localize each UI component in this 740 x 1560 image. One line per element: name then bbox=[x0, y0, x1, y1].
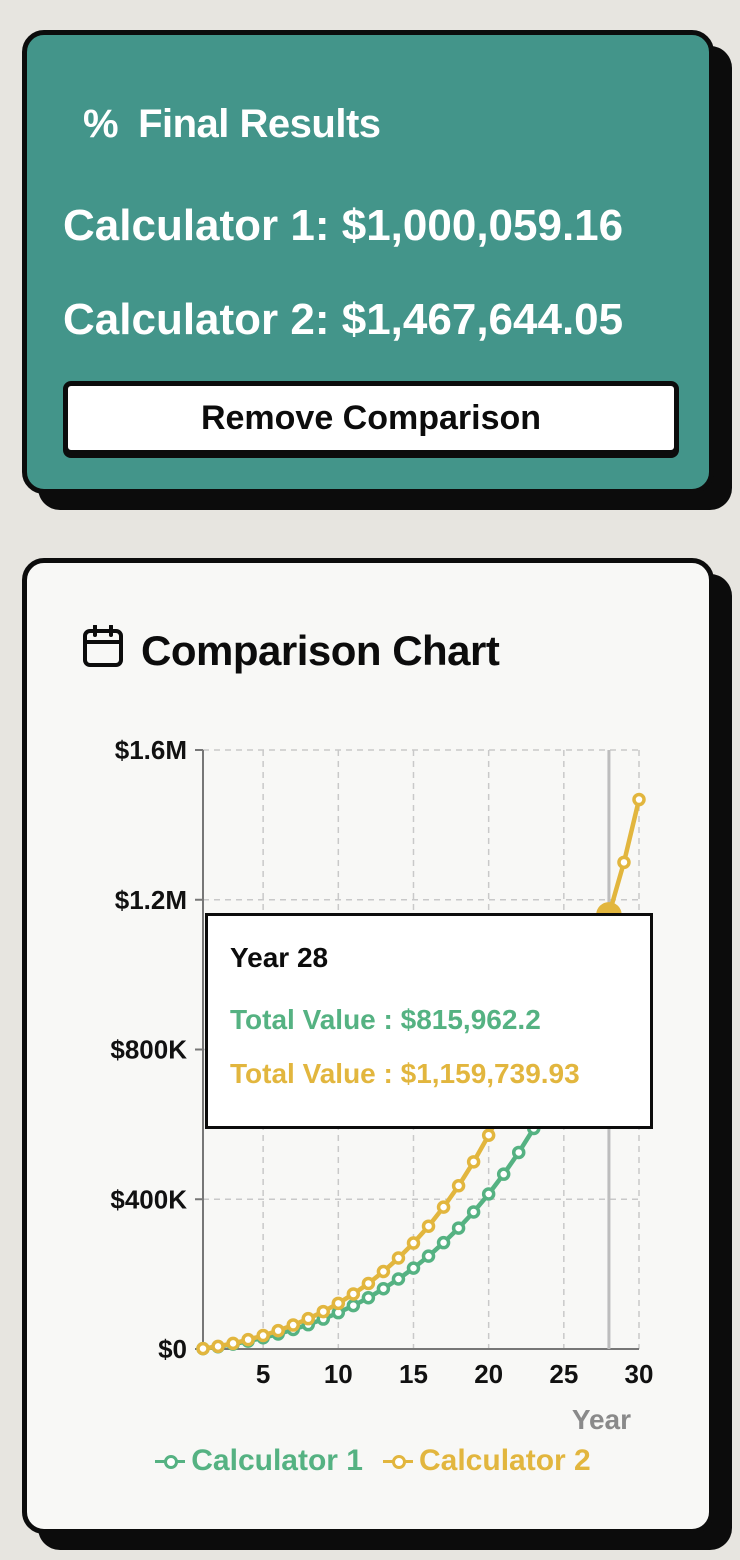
data-point-calculator-2 bbox=[391, 1251, 406, 1265]
comparison-chart-heading: Comparison Chart bbox=[83, 623, 500, 679]
remove-comparison-button[interactable]: Remove Comparison bbox=[63, 381, 679, 455]
data-point-calculator-1 bbox=[496, 1167, 511, 1181]
legend-label: Calculator 2 bbox=[419, 1444, 591, 1477]
y-tick-label: $1.2M bbox=[115, 885, 187, 915]
calculator-1-result: Calculator 1: $1,000,059.16 bbox=[63, 201, 624, 250]
data-point-calculator-2 bbox=[481, 1128, 496, 1142]
tooltip-year: Year 28 bbox=[230, 942, 329, 973]
data-point-calculator-1 bbox=[511, 1145, 526, 1160]
tooltip-calculator-1-value: Total Value : $815,962.2 bbox=[230, 1004, 541, 1035]
chart-tooltip: Year 28 Total Value : $815,962.2 Total V… bbox=[205, 913, 653, 1129]
x-tick-label: 20 bbox=[474, 1359, 503, 1389]
data-point-calculator-1 bbox=[346, 1298, 361, 1313]
data-point-calculator-2 bbox=[226, 1336, 240, 1351]
x-tick-label: 5 bbox=[256, 1359, 270, 1389]
final-results-heading: % Final Results bbox=[83, 97, 381, 151]
data-point-calculator-1 bbox=[421, 1249, 436, 1263]
legend-item-calculator-1[interactable]: Calculator 1 bbox=[155, 1441, 363, 1481]
tooltip-calculator-2-value: Total Value : $1,159,739.93 bbox=[230, 1058, 580, 1089]
data-point-calculator-1 bbox=[361, 1290, 376, 1305]
data-point-calculator-2 bbox=[617, 855, 631, 870]
data-point-calculator-2 bbox=[196, 1341, 210, 1356]
comparison-chart-title: Comparison Chart bbox=[141, 627, 500, 674]
data-point-calculator-2 bbox=[256, 1328, 270, 1343]
data-point-calculator-1 bbox=[466, 1205, 481, 1219]
data-point-calculator-2 bbox=[632, 792, 646, 807]
data-point-calculator-2 bbox=[286, 1318, 300, 1332]
data-point-calculator-2 bbox=[436, 1200, 451, 1214]
data-point-calculator-1 bbox=[376, 1281, 391, 1296]
data-point-calculator-1 bbox=[436, 1235, 451, 1250]
data-point-calculator-1 bbox=[406, 1261, 421, 1275]
x-tick-label: 30 bbox=[625, 1359, 654, 1389]
data-point-calculator-2 bbox=[451, 1179, 466, 1193]
data-point-calculator-1 bbox=[481, 1187, 496, 1201]
data-point-calculator-2 bbox=[241, 1332, 255, 1347]
legend-item-calculator-2[interactable]: Calculator 2 bbox=[383, 1441, 591, 1481]
y-tick-label: $800K bbox=[110, 1035, 187, 1065]
data-point-calculator-2 bbox=[316, 1304, 331, 1319]
legend-label: Calculator 1 bbox=[191, 1444, 363, 1477]
data-point-calculator-2 bbox=[361, 1276, 376, 1291]
final-results-title: Final Results bbox=[138, 101, 381, 146]
comparison-chart-card: Comparison Chart $0 $400K $800K $1.2M $1.6M 5… bbox=[22, 558, 714, 1534]
x-axis-title: Year bbox=[572, 1404, 631, 1435]
y-tick-label: $0 bbox=[158, 1334, 187, 1364]
calculator-2-result: Calculator 2: $1,467,644.05 bbox=[63, 295, 624, 344]
data-point-calculator-2 bbox=[331, 1296, 346, 1311]
final-results-card: % Final Results Calculator 1: $1,000,059… bbox=[22, 30, 714, 494]
line-marker-icon bbox=[383, 1454, 413, 1469]
percent-icon: % bbox=[83, 101, 119, 146]
data-point-calculator-2 bbox=[421, 1219, 436, 1233]
x-tick-label: 10 bbox=[324, 1359, 353, 1389]
y-tick-label: $400K bbox=[110, 1184, 187, 1214]
chart-legend: Calculator 1 Calculator 2 bbox=[27, 1441, 719, 1481]
y-tick-label: $1.6M bbox=[115, 735, 187, 765]
x-tick-label: 25 bbox=[549, 1359, 578, 1389]
line-marker-icon bbox=[155, 1454, 186, 1469]
x-tick-label: 15 bbox=[399, 1359, 428, 1389]
data-point-calculator-2 bbox=[376, 1264, 391, 1279]
calendar-icon bbox=[83, 624, 123, 677]
data-point-calculator-1 bbox=[391, 1272, 406, 1286]
data-point-calculator-2 bbox=[346, 1287, 361, 1301]
data-point-calculator-2 bbox=[406, 1236, 421, 1250]
data-point-calculator-2 bbox=[466, 1155, 481, 1169]
data-point-calculator-2 bbox=[271, 1323, 285, 1338]
data-point-calculator-2 bbox=[301, 1311, 315, 1326]
data-point-calculator-2 bbox=[211, 1339, 225, 1354]
data-point-calculator-1 bbox=[451, 1221, 466, 1235]
